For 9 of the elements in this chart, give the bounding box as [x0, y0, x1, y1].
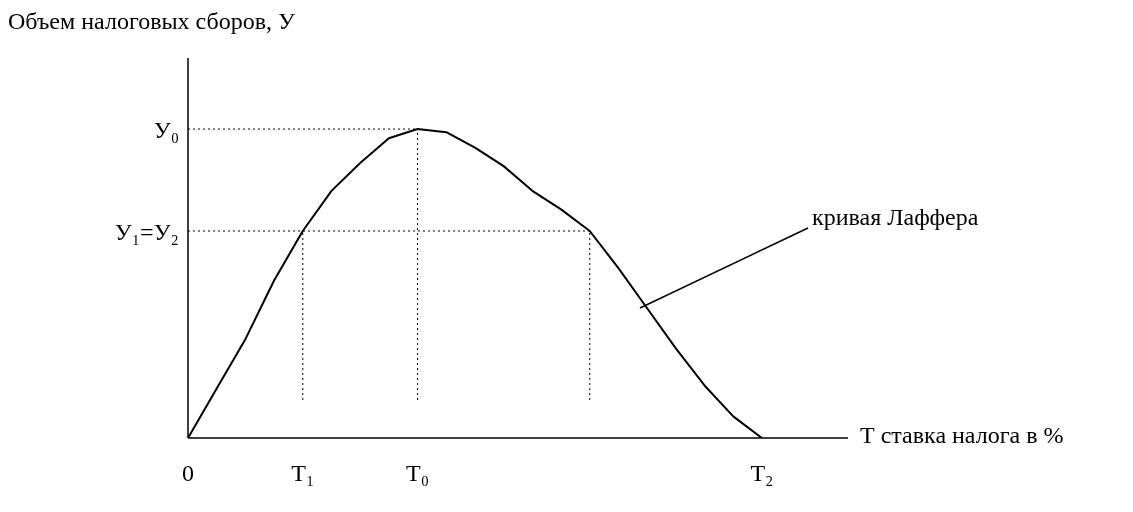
x-axis-title: Т ставка налога в %: [860, 422, 1064, 449]
ref-line-label: У₁=У₂: [114, 218, 179, 245]
x-tick-label: Т₂: [750, 460, 774, 487]
x-tick-label: Т₁: [291, 460, 315, 487]
ref-line-label: У₀: [153, 116, 179, 143]
annotation: кривая Лаффера: [812, 204, 979, 231]
y-axis-title: Объем налоговых сборов, У: [8, 8, 296, 35]
x-tick-label: Т₀: [406, 460, 430, 487]
x-tick-label: 0: [182, 460, 194, 487]
